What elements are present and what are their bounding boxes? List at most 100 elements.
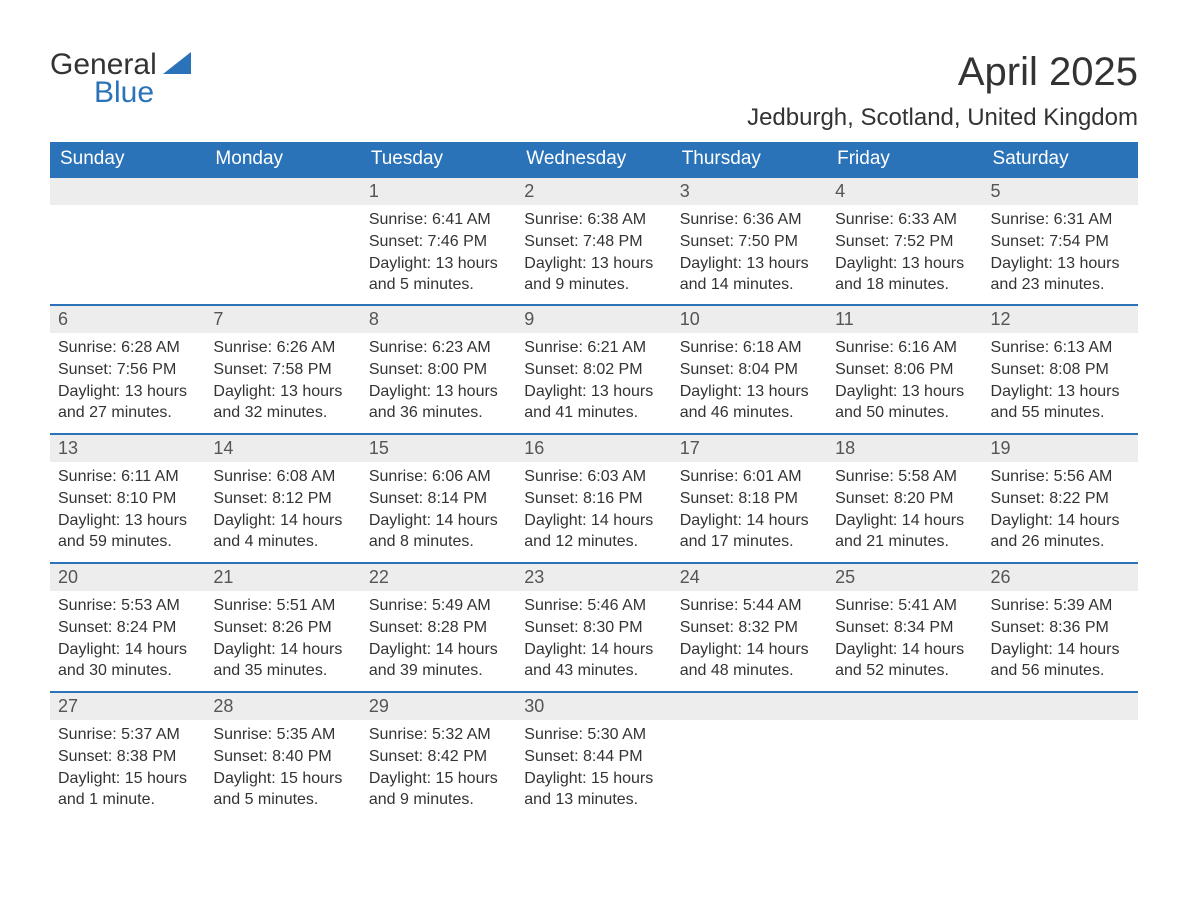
sunrise-line: Sunrise: 6:11 AM [58,466,197,488]
calendar-cell: 22Sunrise: 5:49 AMSunset: 8:28 PMDayligh… [361,564,516,692]
daylight-line: Daylight: 14 hours and 26 minutes. [991,510,1130,553]
day-number: 28 [205,693,360,720]
day-number: 7 [205,306,360,333]
calendar-cell: 25Sunrise: 5:41 AMSunset: 8:34 PMDayligh… [827,564,982,692]
day-number: 26 [983,564,1138,591]
calendar-cell: 12Sunrise: 6:13 AMSunset: 8:08 PMDayligh… [983,306,1138,434]
calendar-week: 13Sunrise: 6:11 AMSunset: 8:10 PMDayligh… [50,435,1138,563]
calendar-head: SundayMondayTuesdayWednesdayThursdayFrid… [50,142,1138,177]
day-details: Sunrise: 6:21 AMSunset: 8:02 PMDaylight:… [516,333,671,431]
calendar-cell: 18Sunrise: 5:58 AMSunset: 8:20 PMDayligh… [827,435,982,563]
day-number: 14 [205,435,360,462]
day-details: Sunrise: 6:38 AMSunset: 7:48 PMDaylight:… [516,205,671,303]
daylight-line: Daylight: 14 hours and 48 minutes. [680,639,819,682]
sunset-line: Sunset: 8:18 PM [680,488,819,510]
day-number: 20 [50,564,205,591]
daylight-line: Daylight: 15 hours and 9 minutes. [369,768,508,811]
day-number: 24 [672,564,827,591]
daylight-line: Daylight: 13 hours and 55 minutes. [991,381,1130,424]
calendar-cell: 21Sunrise: 5:51 AMSunset: 8:26 PMDayligh… [205,564,360,692]
day-details: Sunrise: 5:53 AMSunset: 8:24 PMDaylight:… [50,591,205,689]
sunset-line: Sunset: 8:40 PM [213,746,352,768]
sunrise-line: Sunrise: 5:39 AM [991,595,1130,617]
calendar-cell: 7Sunrise: 6:26 AMSunset: 7:58 PMDaylight… [205,306,360,434]
sunrise-line: Sunrise: 6:41 AM [369,209,508,231]
day-details: Sunrise: 6:26 AMSunset: 7:58 PMDaylight:… [205,333,360,431]
calendar-cell: 6Sunrise: 6:28 AMSunset: 7:56 PMDaylight… [50,306,205,434]
day-number: 16 [516,435,671,462]
calendar-cell: 5Sunrise: 6:31 AMSunset: 7:54 PMDaylight… [983,177,1138,305]
daylight-line: Daylight: 13 hours and 9 minutes. [524,253,663,296]
day-details: Sunrise: 5:51 AMSunset: 8:26 PMDaylight:… [205,591,360,689]
sunset-line: Sunset: 7:46 PM [369,231,508,253]
sunrise-line: Sunrise: 6:31 AM [991,209,1130,231]
day-details: Sunrise: 6:28 AMSunset: 7:56 PMDaylight:… [50,333,205,431]
day-number: 18 [827,435,982,462]
daylight-line: Daylight: 14 hours and 39 minutes. [369,639,508,682]
day-number: 10 [672,306,827,333]
calendar-week: 27Sunrise: 5:37 AMSunset: 8:38 PMDayligh… [50,693,1138,821]
sunrise-line: Sunrise: 5:49 AM [369,595,508,617]
sunset-line: Sunset: 8:06 PM [835,359,974,381]
daylight-line: Daylight: 13 hours and 50 minutes. [835,381,974,424]
sunset-line: Sunset: 8:38 PM [58,746,197,768]
daylight-line: Daylight: 14 hours and 4 minutes. [213,510,352,553]
day-number [983,693,1138,720]
sunrise-line: Sunrise: 5:44 AM [680,595,819,617]
calendar-cell: 27Sunrise: 5:37 AMSunset: 8:38 PMDayligh… [50,693,205,821]
sunset-line: Sunset: 8:02 PM [524,359,663,381]
daylight-line: Daylight: 13 hours and 14 minutes. [680,253,819,296]
day-details: Sunrise: 6:31 AMSunset: 7:54 PMDaylight:… [983,205,1138,303]
sunset-line: Sunset: 8:14 PM [369,488,508,510]
daylight-line: Daylight: 14 hours and 56 minutes. [991,639,1130,682]
sunrise-line: Sunrise: 5:46 AM [524,595,663,617]
calendar-cell: 20Sunrise: 5:53 AMSunset: 8:24 PMDayligh… [50,564,205,692]
brand-line2: Blue [94,76,157,110]
day-details: Sunrise: 5:32 AMSunset: 8:42 PMDaylight:… [361,720,516,818]
sunrise-line: Sunrise: 5:58 AM [835,466,974,488]
weekday-header: Monday [205,142,360,177]
calendar-cell: 30Sunrise: 5:30 AMSunset: 8:44 PMDayligh… [516,693,671,821]
daylight-line: Daylight: 14 hours and 8 minutes. [369,510,508,553]
calendar-cell: 13Sunrise: 6:11 AMSunset: 8:10 PMDayligh… [50,435,205,563]
day-details: Sunrise: 5:56 AMSunset: 8:22 PMDaylight:… [983,462,1138,560]
sunset-line: Sunset: 7:52 PM [835,231,974,253]
sunset-line: Sunset: 8:24 PM [58,617,197,639]
day-number: 29 [361,693,516,720]
location-text: Jedburgh, Scotland, United Kingdom [747,104,1138,132]
day-number [50,178,205,205]
day-number: 30 [516,693,671,720]
sunset-line: Sunset: 8:12 PM [213,488,352,510]
day-details: Sunrise: 5:58 AMSunset: 8:20 PMDaylight:… [827,462,982,560]
day-number: 23 [516,564,671,591]
calendar-cell: 15Sunrise: 6:06 AMSunset: 8:14 PMDayligh… [361,435,516,563]
weekday-header: Tuesday [361,142,516,177]
day-number: 21 [205,564,360,591]
daylight-line: Daylight: 13 hours and 32 minutes. [213,381,352,424]
day-details: Sunrise: 6:08 AMSunset: 8:12 PMDaylight:… [205,462,360,560]
calendar-week: 1Sunrise: 6:41 AMSunset: 7:46 PMDaylight… [50,177,1138,305]
daylight-line: Daylight: 13 hours and 36 minutes. [369,381,508,424]
sunrise-line: Sunrise: 6:03 AM [524,466,663,488]
calendar-cell: 3Sunrise: 6:36 AMSunset: 7:50 PMDaylight… [672,177,827,305]
weekday-header: Sunday [50,142,205,177]
daylight-line: Daylight: 14 hours and 43 minutes. [524,639,663,682]
day-details [50,205,205,217]
daylight-line: Daylight: 13 hours and 46 minutes. [680,381,819,424]
calendar-cell [205,177,360,305]
sunrise-line: Sunrise: 6:13 AM [991,337,1130,359]
daylight-line: Daylight: 13 hours and 59 minutes. [58,510,197,553]
month-title: April 2025 [747,50,1138,94]
daylight-line: Daylight: 15 hours and 5 minutes. [213,768,352,811]
sunrise-line: Sunrise: 5:53 AM [58,595,197,617]
day-number [672,693,827,720]
calendar-body: 1Sunrise: 6:41 AMSunset: 7:46 PMDaylight… [50,177,1138,821]
weekday-header: Saturday [983,142,1138,177]
daylight-line: Daylight: 15 hours and 1 minute. [58,768,197,811]
day-number: 6 [50,306,205,333]
sunset-line: Sunset: 8:04 PM [680,359,819,381]
calendar-cell: 26Sunrise: 5:39 AMSunset: 8:36 PMDayligh… [983,564,1138,692]
day-details: Sunrise: 6:11 AMSunset: 8:10 PMDaylight:… [50,462,205,560]
calendar-week: 6Sunrise: 6:28 AMSunset: 7:56 PMDaylight… [50,306,1138,434]
sunset-line: Sunset: 8:22 PM [991,488,1130,510]
